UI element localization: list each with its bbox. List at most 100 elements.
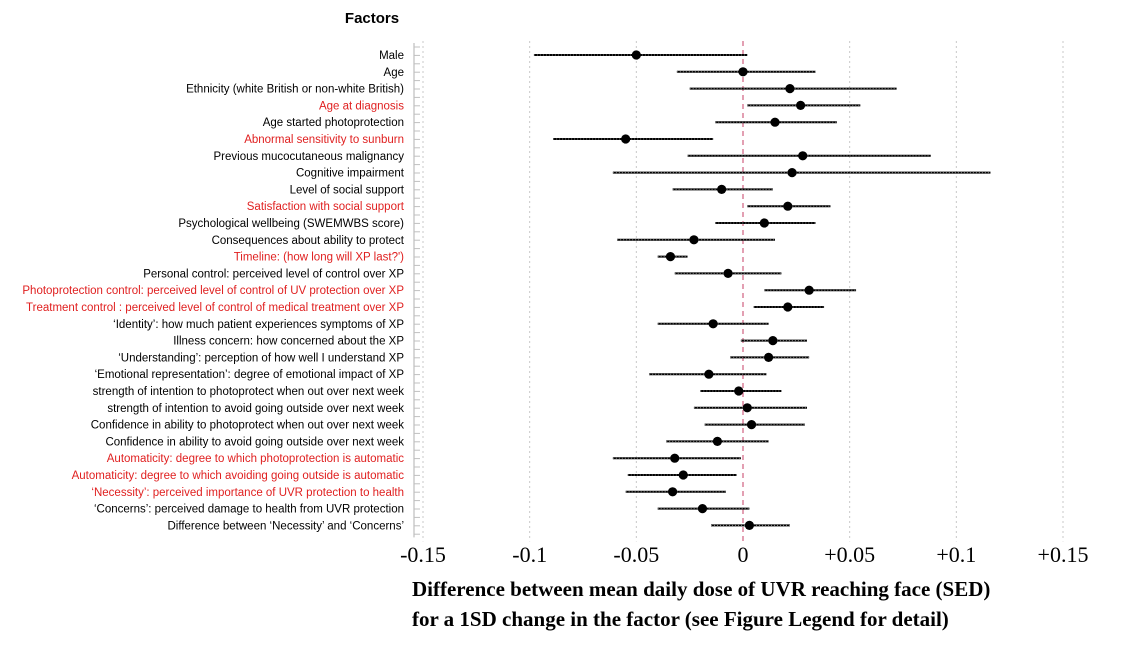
forest-row: ‘Understanding’: perception of how well …: [118, 352, 810, 364]
x-tick-label: -0.15: [400, 542, 446, 567]
estimate-point: [764, 352, 774, 362]
grid-lines: [422, 41, 1064, 542]
forest-row: Automaticity: degree to which avoiding g…: [72, 470, 737, 482]
estimate-point: [734, 386, 744, 396]
forest-row: Difference between ‘Necessity’ and ‘Conc…: [167, 520, 790, 532]
forest-row: Previous mucocutaneous malignancy: [214, 151, 931, 163]
factor-label: Automaticity: degree to which avoiding g…: [72, 470, 405, 482]
estimate-point: [738, 67, 748, 77]
factor-label: Previous mucocutaneous malignancy: [214, 151, 405, 163]
forest-row: Male: [379, 50, 748, 62]
factor-label: Age at diagnosis: [319, 100, 404, 112]
estimate-point: [697, 504, 708, 514]
factor-label: strength of intention to photoprotect wh…: [93, 386, 405, 398]
estimate-point: [678, 470, 688, 480]
factors-title: Factors: [345, 10, 399, 27]
factor-label: Cognitive impairment: [296, 168, 405, 180]
factor-label: Illness concern: how concerned about the…: [173, 336, 404, 348]
forest-row: Age started photoprotection: [263, 117, 837, 129]
forest-row: Ethnicity (white British or non-white Br…: [186, 84, 897, 96]
factor-label: Psychological wellbeing (SWEMWBS score): [178, 218, 404, 230]
forest-row: Consequences about ability to protect: [212, 235, 775, 247]
x-tick-label: +0.05: [824, 542, 875, 567]
forest-row: Cognitive impairment: [296, 168, 991, 180]
estimate-point: [712, 436, 723, 446]
factor-label: Male: [379, 50, 404, 62]
forest-row: Satisfaction with social support: [247, 201, 831, 213]
estimate-point: [704, 369, 714, 379]
x-tick-label: -0.05: [613, 542, 659, 567]
factor-label: Confidence in ability to photoprotect wh…: [91, 420, 404, 432]
forest-row: Illness concern: how concerned about the…: [173, 336, 807, 348]
forest-row: Abnormal sensitivity to sunburn: [244, 134, 714, 146]
factor-label: Photoprotection control: perceived level…: [22, 285, 404, 297]
forest-row: Automaticity: degree to which photoprote…: [107, 453, 741, 465]
estimate-point: [796, 100, 806, 110]
estimate-point: [759, 218, 769, 228]
forest-rows: Male Age Ethnicity (white British or non-w…: [22, 50, 991, 532]
factor-label: Timeline: (how long will XP last?'): [234, 252, 404, 264]
forest-row: Personal control: perceived level of con…: [143, 268, 782, 280]
forest-row: Treatment control : perceived level of c…: [26, 302, 825, 314]
estimate-point: [689, 235, 699, 245]
factor-label: Level of social support: [290, 184, 405, 196]
factor-label: Treatment control : perceived level of c…: [26, 302, 404, 314]
factor-label: Satisfaction with social support: [247, 201, 405, 213]
factor-label: Consequences about ability to protect: [212, 235, 405, 247]
forest-row: ‘Concerns’: perceived damage to health f…: [94, 504, 750, 516]
factor-label: strength of intention to avoid going out…: [107, 403, 404, 415]
estimate-point: [744, 520, 755, 531]
estimate-point: [787, 168, 797, 178]
estimate-point: [742, 403, 752, 413]
estimate-point: [804, 285, 814, 295]
forest-row: Level of social support: [290, 184, 773, 196]
x-tick-label: +0.15: [1038, 542, 1089, 567]
estimate-point: [717, 184, 727, 194]
factor-label: Age: [384, 67, 404, 79]
estimate-point: [665, 252, 676, 262]
factor-label: Age started photoprotection: [263, 117, 404, 129]
x-tick-label: -0.1: [512, 542, 547, 567]
estimate-point: [783, 302, 793, 312]
estimate-point: [783, 201, 793, 211]
factor-label: Confidence in ability to avoid going out…: [105, 436, 404, 448]
estimate-point: [770, 117, 780, 127]
forest-row: ‘Identity’: how much patient experiences…: [113, 319, 769, 331]
factor-label: Automaticity: degree to which photoprote…: [107, 453, 404, 465]
factor-label: Difference between ‘Necessity’ and ‘Conc…: [167, 520, 404, 532]
estimate-point: [798, 151, 808, 161]
x-tick-labels: -0.15 -0.1 -0.05 0 +0.05 +0.1 +0.15: [400, 542, 1088, 567]
forest-row: Psychological wellbeing (SWEMWBS score): [178, 218, 816, 230]
x-axis-label-line-1: Difference between mean daily dose of UV…: [412, 577, 990, 601]
estimate-point: [723, 268, 733, 278]
estimate-point: [631, 50, 641, 60]
x-tick-label: +0.1: [936, 542, 976, 567]
left-axis: [413, 43, 420, 538]
factor-label: ‘Concerns’: perceived damage to health f…: [94, 504, 404, 516]
factor-label: ‘Necessity’: perceived importance of UVR…: [91, 487, 404, 499]
estimate-point: [708, 319, 718, 329]
forest-row: strength of intention to avoid going out…: [107, 403, 807, 415]
forest-row: Confidence in ability to avoid going out…: [105, 436, 769, 448]
estimate-point: [768, 336, 778, 346]
estimate-point: [785, 84, 795, 94]
factor-label: ‘Understanding’: perception of how well …: [118, 352, 404, 364]
factor-label: Ethnicity (white British or non-white Br…: [186, 84, 404, 96]
factor-label: Personal control: perceived level of con…: [143, 268, 404, 280]
forest-row: Age at diagnosis: [319, 100, 861, 112]
forest-row: ‘Emotional representation’: degree of em…: [95, 369, 767, 381]
forest-row: Timeline: (how long will XP last?'): [234, 252, 688, 264]
estimate-point: [746, 420, 757, 430]
factor-label: ‘Identity’: how much patient experiences…: [113, 319, 404, 331]
forest-row: strength of intention to photoprotect wh…: [93, 386, 782, 398]
forest-row: ‘Necessity’: perceived importance of UVR…: [91, 487, 726, 499]
x-tick-label: 0: [738, 542, 749, 567]
forest-row: Confidence in ability to photoprotect wh…: [91, 420, 805, 432]
x-axis-label-line-2: for a 1SD change in the factor (see Figu…: [412, 607, 949, 631]
factor-label: ‘Emotional representation’: degree of em…: [95, 369, 405, 381]
estimate-point: [670, 453, 680, 463]
factor-label: Abnormal sensitivity to sunburn: [244, 134, 404, 146]
forest-row: Age: [384, 67, 816, 79]
estimate-point: [621, 134, 631, 144]
